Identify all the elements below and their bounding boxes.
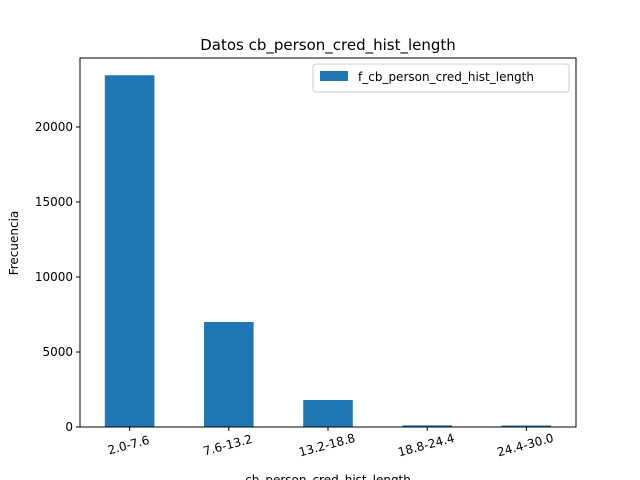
x-tick-label: 13.2-18.8 [297,431,356,459]
legend: f_cb_person_cred_hist_length [312,63,570,93]
bar-2.0-7.6 [104,75,155,427]
y-axis-ticks: 0 5000 10000 15000 20000 [35,120,80,434]
x-tick-label: 7.6-13.2 [202,432,254,459]
y-tick-label: 15000 [35,195,73,209]
chart-title: Datos cb_person_cred_hist_length [200,36,456,55]
y-tick-label: 5000 [42,345,73,359]
x-axis-label: cb_person_cred_hist_length [245,473,411,480]
y-tick-label: 10000 [35,270,73,284]
bar-13.2-18.8 [303,400,353,427]
legend-swatch [320,71,348,81]
bar-18.8-24.4 [402,425,452,427]
x-tick-label: 24.4-30.0 [496,431,555,459]
bar-24.4-30.0 [501,425,552,427]
y-tick-label: 0 [65,420,73,434]
bars-group [104,75,552,427]
y-axis-label: Frecuencia [7,211,21,276]
x-tick-label: 18.8-24.4 [396,431,455,459]
plot-area-frame [79,57,577,428]
legend-entry-label: f_cb_person_cred_hist_length [358,70,534,84]
y-tick-label: 20000 [35,120,73,134]
legend-frame [312,63,570,93]
x-axis-ticks: 2.0-7.6 7.6-13.2 13.2-18.8 18.8-24.4 24.4-30… [106,427,555,459]
x-tick-label: 2.0-7.6 [106,433,151,458]
bar-7.6-13.2 [204,322,254,427]
